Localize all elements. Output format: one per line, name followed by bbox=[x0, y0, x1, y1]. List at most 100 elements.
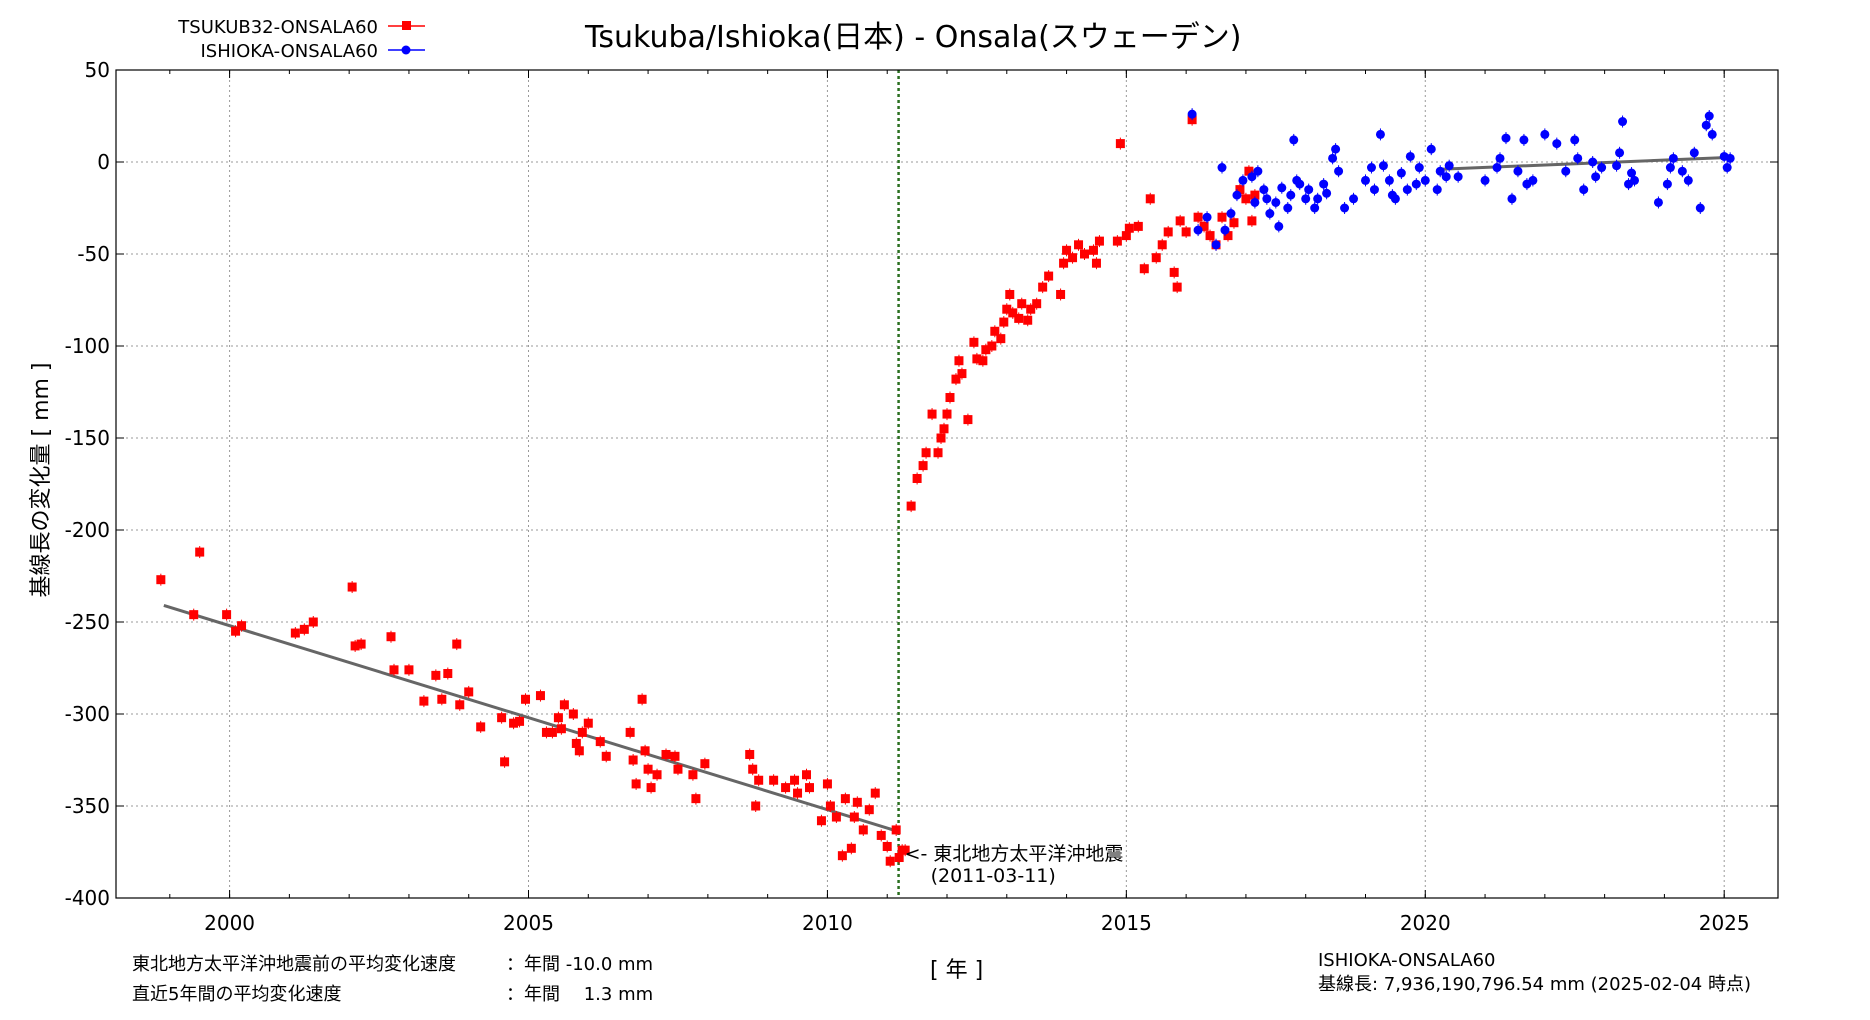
data-point-red bbox=[628, 755, 638, 765]
data-point-red bbox=[1133, 221, 1143, 231]
data-point-blue bbox=[1250, 197, 1260, 207]
data-point-red bbox=[781, 783, 791, 793]
data-point-red bbox=[1008, 308, 1018, 318]
data-point-red bbox=[1068, 253, 1078, 263]
data-point-red bbox=[921, 448, 931, 458]
data-point-red bbox=[1121, 231, 1131, 241]
data-point-red bbox=[849, 812, 859, 822]
data-point-red bbox=[515, 716, 525, 726]
grid bbox=[116, 70, 1778, 898]
data-point-blue bbox=[1217, 163, 1227, 173]
data-point-blue bbox=[1683, 175, 1693, 185]
data-point-blue bbox=[1618, 117, 1628, 127]
data-point-red bbox=[541, 727, 551, 737]
data-point-blue bbox=[1253, 166, 1263, 176]
data-point-blue bbox=[1289, 135, 1299, 145]
data-point-blue bbox=[1627, 168, 1637, 178]
data-point-blue bbox=[1366, 163, 1376, 173]
data-point-red bbox=[464, 687, 474, 697]
data-point-red bbox=[637, 694, 647, 704]
data-point-red bbox=[802, 770, 812, 780]
data-point-blue bbox=[1247, 172, 1257, 182]
data-point-blue bbox=[1662, 179, 1672, 189]
data-point-blue bbox=[1283, 203, 1293, 213]
data-point-blue bbox=[1331, 144, 1341, 154]
data-point-red bbox=[1088, 245, 1098, 255]
data-point-blue bbox=[1426, 144, 1436, 154]
data-point-red bbox=[1241, 194, 1251, 204]
axis-ticks: 50 0 -50 -100 -150 -200 -250 -300 -350 -400 2000 20… bbox=[65, 58, 1778, 935]
data-point-blue bbox=[1262, 194, 1272, 204]
data-point-red bbox=[912, 473, 922, 483]
data-point-blue bbox=[1701, 120, 1711, 130]
data-point-red bbox=[978, 356, 988, 366]
data-point-red bbox=[556, 724, 566, 734]
rate-recent-value: ：年間 1.3 mm bbox=[506, 984, 654, 1005]
data-point-blue bbox=[1653, 197, 1663, 207]
data-point-blue bbox=[1334, 166, 1344, 176]
data-point-blue bbox=[1665, 163, 1675, 173]
data-point-blue bbox=[1277, 183, 1287, 193]
data-point-red bbox=[885, 856, 895, 866]
data-point-red bbox=[981, 345, 991, 355]
data-point-red bbox=[347, 582, 357, 592]
data-point-red bbox=[804, 783, 814, 793]
trend-lines bbox=[163, 155, 1731, 834]
data-point-red bbox=[754, 775, 764, 785]
data-point-blue bbox=[1453, 172, 1463, 182]
data-point-blue bbox=[1668, 153, 1678, 163]
data-point-red bbox=[870, 788, 880, 798]
tick-label-y: -350 bbox=[65, 794, 110, 818]
data-point-blue bbox=[1414, 163, 1424, 173]
data-point-red bbox=[822, 779, 832, 789]
data-point-red bbox=[748, 764, 758, 774]
data-point-blue bbox=[1615, 148, 1625, 158]
data-point-red bbox=[497, 713, 507, 723]
data-point-red bbox=[1163, 227, 1173, 237]
data-point-red bbox=[1017, 299, 1027, 309]
data-point-red bbox=[906, 501, 916, 511]
data-point-blue bbox=[1570, 135, 1580, 145]
earthquake-date-label: (2011-03-11) bbox=[931, 865, 1056, 887]
data-point-blue bbox=[1722, 163, 1732, 173]
tick-label-x: 2010 bbox=[802, 911, 853, 935]
data-point-red bbox=[574, 746, 584, 756]
data-point-red bbox=[571, 738, 581, 748]
data-point-red bbox=[1145, 194, 1155, 204]
data-point-red bbox=[189, 610, 199, 620]
data-point-red bbox=[1181, 227, 1191, 237]
data-point-red bbox=[1223, 231, 1233, 241]
data-point-red bbox=[595, 737, 605, 747]
data-point-blue bbox=[1328, 153, 1338, 163]
data-point-red bbox=[308, 617, 318, 627]
data-point-red bbox=[840, 794, 850, 804]
trend-line bbox=[1437, 155, 1731, 171]
data-point-blue bbox=[1187, 109, 1197, 119]
data-point-blue bbox=[1396, 168, 1406, 178]
legend-marker-blue bbox=[401, 45, 411, 55]
data-point-blue bbox=[1588, 157, 1598, 167]
data-point-red bbox=[290, 628, 300, 638]
data-point-blue bbox=[1597, 163, 1607, 173]
data-point-blue bbox=[1441, 172, 1451, 182]
legend-label-red: TSUKUB32-ONSALA60 bbox=[177, 17, 378, 38]
series-tsukub32-onsala60 bbox=[156, 113, 1260, 868]
data-point-red bbox=[1056, 289, 1066, 299]
data-point-blue bbox=[1232, 190, 1242, 200]
data-point-blue bbox=[1552, 139, 1562, 149]
data-point-red bbox=[553, 713, 563, 723]
data-point-red bbox=[963, 415, 973, 425]
data-point-red bbox=[437, 694, 447, 704]
data-point-blue bbox=[1369, 185, 1379, 195]
data-point-blue bbox=[1689, 148, 1699, 158]
data-point-red bbox=[476, 722, 486, 732]
data-point-blue bbox=[1295, 179, 1305, 189]
tick-label-y: -400 bbox=[65, 886, 110, 910]
data-point-red bbox=[793, 788, 803, 798]
data-point-blue bbox=[1707, 129, 1717, 139]
data-point-red bbox=[443, 669, 453, 679]
data-point-red bbox=[1005, 289, 1015, 299]
legend: TSUKUB32-ONSALA60 ISHIOKA-ONSALA60 bbox=[177, 17, 425, 62]
data-point-red bbox=[894, 853, 904, 863]
